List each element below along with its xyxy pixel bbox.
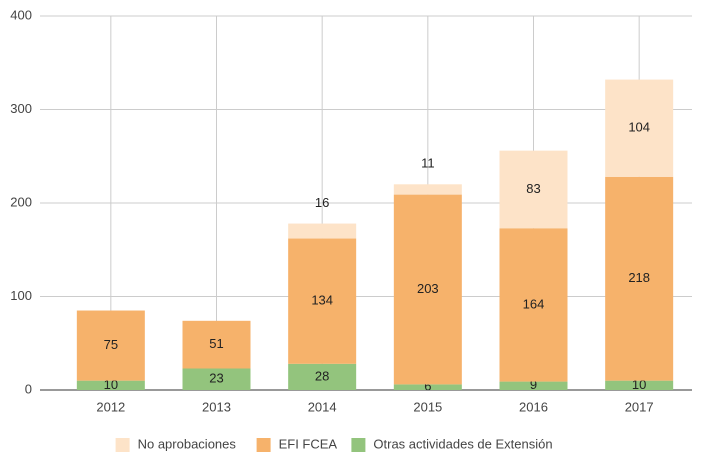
bar-segment: [605, 79, 674, 177]
x-tick-label: 2012: [96, 399, 125, 414]
y-tick-label: 0: [25, 381, 32, 396]
x-tick-label: 2014: [308, 399, 337, 414]
legend-label: EFI FCEA: [279, 436, 338, 451]
legend-label: No aprobaciones: [138, 436, 237, 451]
value-label: 9: [530, 377, 537, 392]
y-tick-label: 200: [10, 194, 32, 209]
bar-segment: [288, 363, 357, 390]
bar-segment: [182, 368, 251, 390]
bar-segment: [182, 320, 251, 369]
value-label: 164: [523, 296, 545, 311]
bar-segment: [393, 184, 462, 195]
value-label: 134: [311, 293, 333, 308]
bar-segment: [76, 380, 145, 390]
bar-segment: [605, 176, 674, 381]
legend-label: Otras actividades de Extensión: [373, 436, 552, 451]
value-label: 104: [628, 120, 650, 135]
x-tick-label: 2016: [519, 399, 548, 414]
value-label: 83: [526, 181, 540, 196]
bar-segment: [393, 384, 462, 390]
bar-segment: [76, 310, 145, 381]
y-tick-label: 400: [10, 7, 32, 22]
x-tick-label: 2013: [202, 399, 231, 414]
value-label: 6: [424, 379, 431, 394]
legend-swatch: [115, 438, 130, 452]
y-tick-label: 300: [10, 101, 32, 116]
value-label: 218: [628, 270, 650, 285]
value-label: 11: [421, 156, 435, 171]
bar-segment: [499, 150, 568, 229]
bar-segment: [288, 238, 357, 364]
value-label: 16: [315, 195, 329, 210]
value-label: 23: [209, 371, 223, 386]
bar-segment: [499, 381, 568, 390]
bar-segment: [605, 380, 674, 390]
value-label: 51: [209, 336, 223, 351]
legend-swatch: [256, 438, 271, 452]
bar-segment: [499, 228, 568, 382]
value-label: 203: [417, 281, 439, 296]
value-label: 28: [315, 368, 329, 383]
legend-swatch: [351, 438, 366, 452]
x-tick-label: 2015: [413, 399, 442, 414]
y-tick-label: 100: [10, 288, 32, 303]
value-label: 75: [104, 337, 118, 352]
bar-segment: [393, 194, 462, 385]
x-tick-label: 2017: [625, 399, 654, 414]
bar-segment: [288, 223, 357, 239]
